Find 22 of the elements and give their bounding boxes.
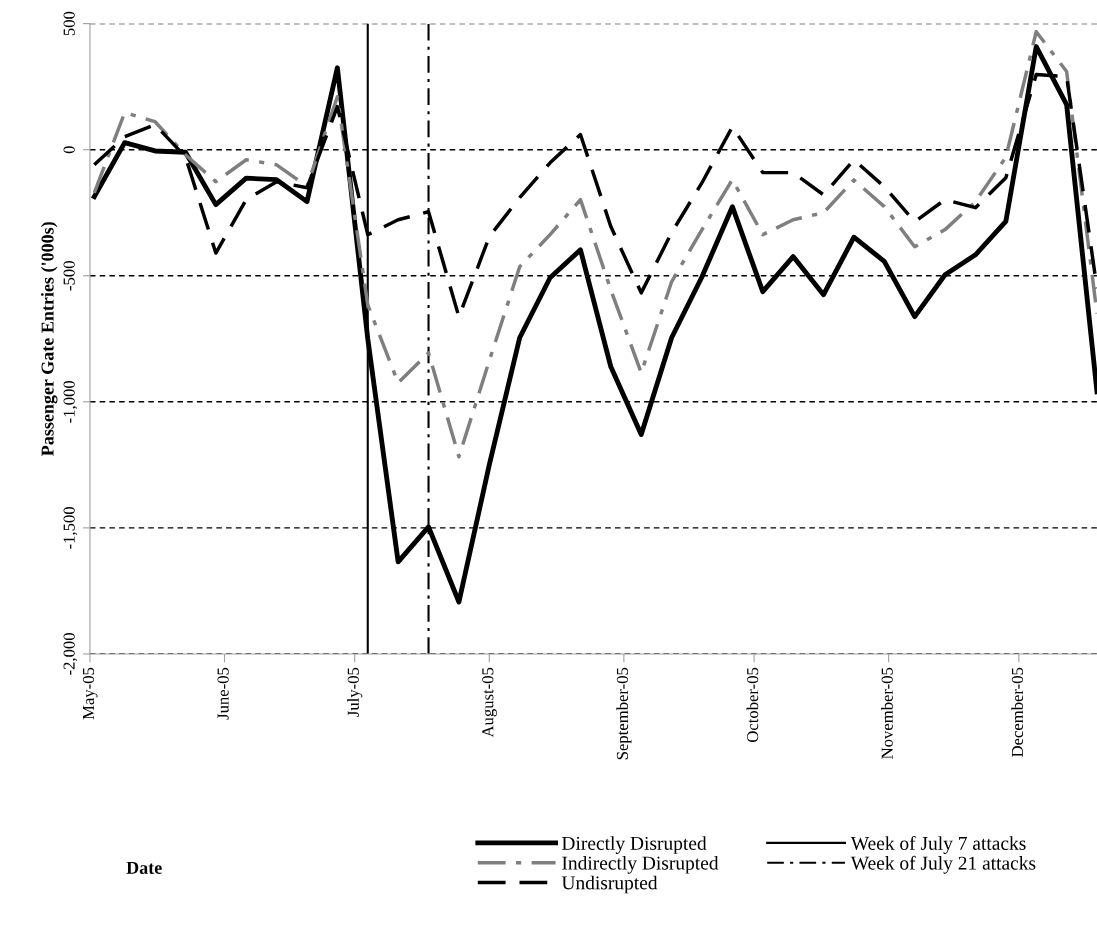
legend-label: Week of July 21 attacks [850,855,1036,874]
y-tick-label: 500 [63,11,75,36]
x-tick-label: October-05 [746,667,759,743]
x-tick-label: July-05 [347,667,363,717]
legend-label: Directly Disrupted [561,836,707,854]
y-tick-label: -1,500 [63,506,78,549]
legend-label: Week of July 7 attacks [850,836,1026,854]
y-tick-label: -2,000 [63,633,78,675]
text: Date [126,861,162,874]
legend-label: Indirectly Disrupted [562,855,719,874]
line-series [92,29,1097,459]
y-tick-label: -500 [63,261,75,291]
x-tick-label: June-05 [217,667,229,720]
y-tick-label: -1,000 [63,380,78,423]
y-axis-title: Passenger Gate Entries ('000s) [40,222,58,456]
x-tick-label: August-05 [482,667,497,738]
legend-label: Undisrupted [561,875,658,894]
x-tick-label: December-05 [1011,667,1024,758]
x-tick-label: September-05 [616,667,632,760]
x-tick-label: November-05 [881,667,893,759]
y-tick-label: 0 [63,146,75,154]
x-tick-label: May-05 [82,667,98,720]
